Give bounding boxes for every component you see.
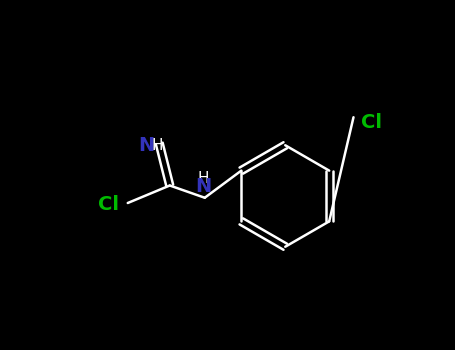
Text: Cl: Cl <box>360 113 381 132</box>
Text: N: N <box>196 177 212 196</box>
Text: H: H <box>152 138 163 153</box>
Text: H: H <box>197 171 209 186</box>
Text: Cl: Cl <box>98 195 119 214</box>
Text: N: N <box>138 136 154 155</box>
